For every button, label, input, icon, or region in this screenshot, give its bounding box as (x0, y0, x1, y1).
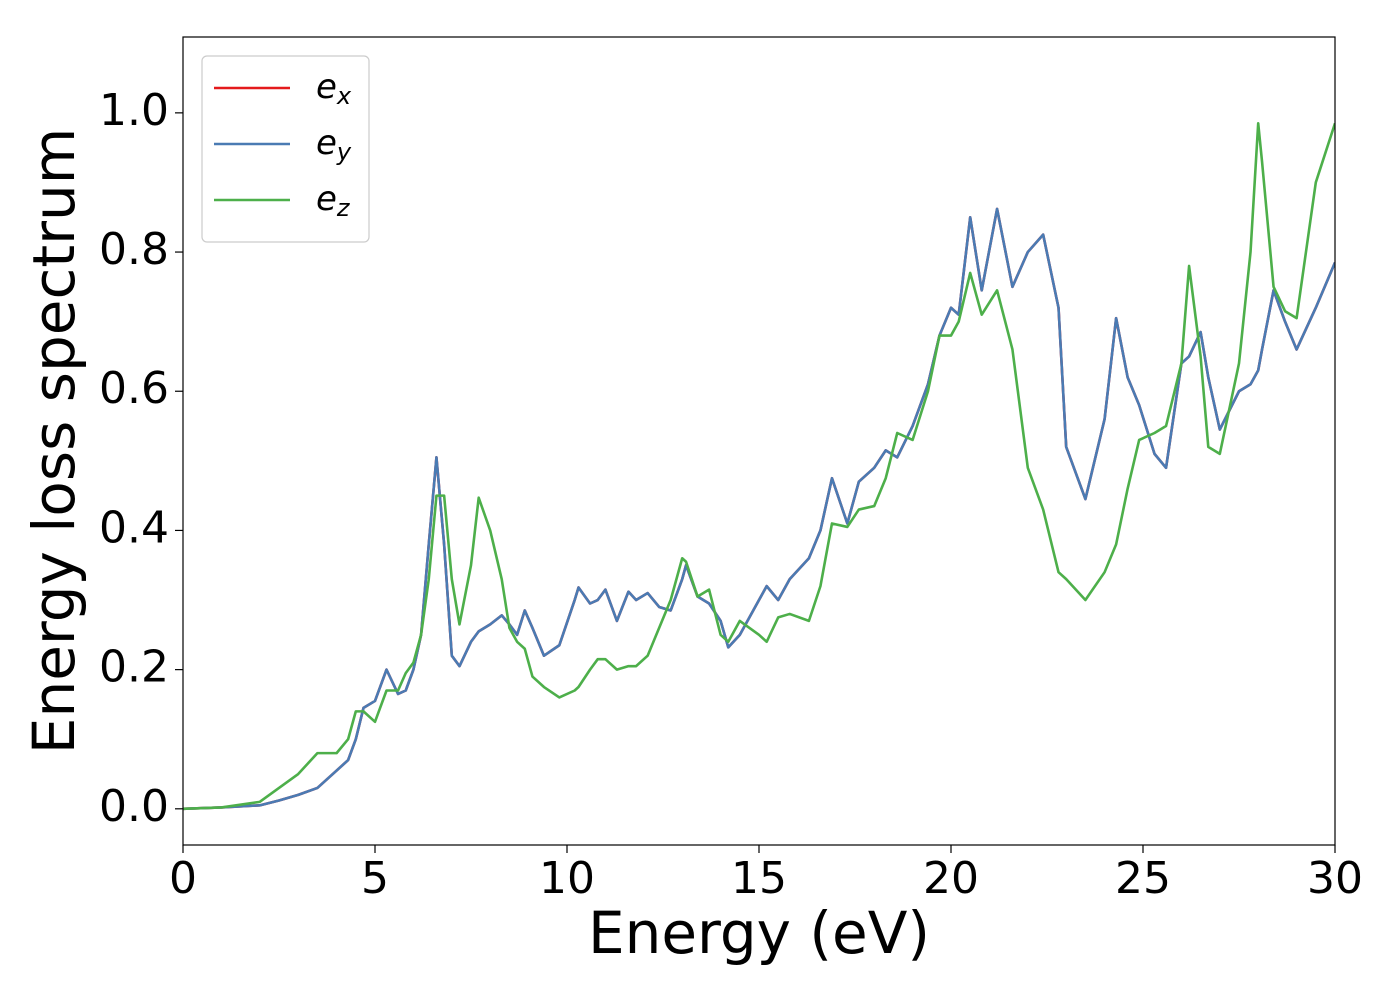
x-axis-label: Energy (eV) (588, 899, 930, 967)
y-tick-label: 0.8 (99, 224, 169, 275)
series-line (183, 122, 1335, 811)
y-tick-label: 0.0 (99, 781, 169, 832)
x-tick-label: 15 (731, 853, 787, 904)
y-tick-label: 0.2 (99, 642, 169, 693)
x-tick-label: 0 (169, 853, 197, 904)
series-line (183, 207, 1335, 811)
y-tick-label: 0.4 (99, 502, 169, 553)
x-tick-label: 10 (539, 853, 595, 904)
legend-label: ex (316, 67, 352, 111)
y-axis-label: Energy loss spectrum (20, 128, 88, 754)
y-tick-label: 0.6 (99, 363, 169, 414)
legend-label: ez (316, 179, 351, 223)
x-tick-label: 30 (1307, 853, 1363, 904)
x-tick-label: 5 (361, 853, 389, 904)
legend-box (201, 55, 370, 243)
legend-label: ey (316, 123, 352, 167)
x-tick-label: 25 (1115, 853, 1171, 904)
y-tick-label: 1.0 (99, 85, 169, 136)
x-tick-label: 20 (923, 853, 979, 904)
plot-frame (182, 36, 1336, 846)
